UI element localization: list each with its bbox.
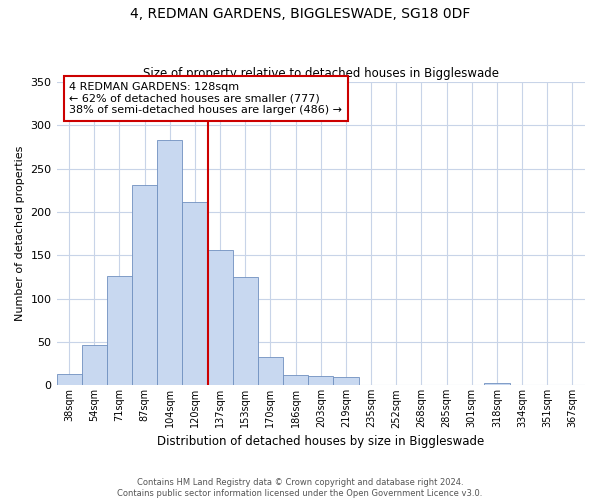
Bar — [82, 346, 107, 386]
Bar — [233, 277, 258, 386]
Bar — [308, 376, 334, 386]
Y-axis label: Number of detached properties: Number of detached properties — [15, 146, 25, 322]
Bar — [484, 382, 509, 386]
Bar — [157, 140, 182, 386]
Bar — [334, 376, 359, 386]
Bar — [258, 356, 283, 386]
Text: Contains HM Land Registry data © Crown copyright and database right 2024.
Contai: Contains HM Land Registry data © Crown c… — [118, 478, 482, 498]
Bar — [283, 375, 308, 386]
Bar — [132, 185, 157, 386]
Bar — [208, 250, 233, 386]
Bar — [56, 374, 82, 386]
Title: Size of property relative to detached houses in Biggleswade: Size of property relative to detached ho… — [143, 66, 499, 80]
X-axis label: Distribution of detached houses by size in Biggleswade: Distribution of detached houses by size … — [157, 434, 484, 448]
Text: 4, REDMAN GARDENS, BIGGLESWADE, SG18 0DF: 4, REDMAN GARDENS, BIGGLESWADE, SG18 0DF — [130, 8, 470, 22]
Text: 4 REDMAN GARDENS: 128sqm
← 62% of detached houses are smaller (777)
38% of semi-: 4 REDMAN GARDENS: 128sqm ← 62% of detach… — [69, 82, 342, 116]
Bar — [182, 202, 208, 386]
Bar — [107, 276, 132, 386]
